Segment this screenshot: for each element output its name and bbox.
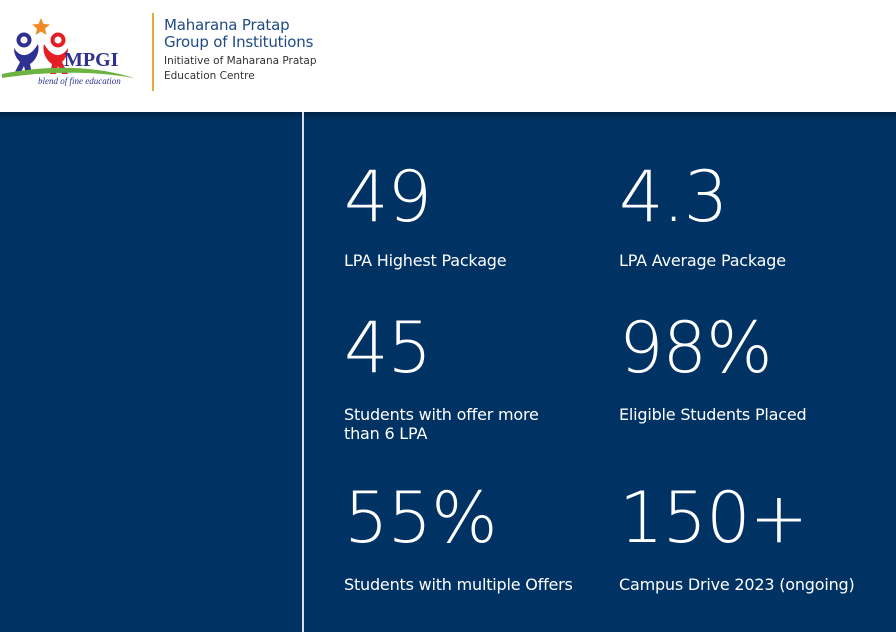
- placement-stats-section: 49 LPA Highest Package 4.3 LPA Average P…: [0, 112, 896, 632]
- vertical-divider: [302, 112, 304, 632]
- stat-label: Students with offer more than 6 LPA: [344, 405, 539, 443]
- stat-multiple-offers: 55% Students with multiple Offers: [344, 483, 573, 594]
- site-header: MPGI blend of fine education Maharana Pr…: [0, 0, 896, 112]
- brand-subtitle-line1: Initiative of Maharana Pratap: [164, 55, 317, 67]
- stat-label: Eligible Students Placed: [619, 405, 807, 424]
- stat-average-package: 4.3 LPA Average Package: [619, 162, 786, 270]
- brand-title-line1: Maharana Pratap: [164, 16, 290, 34]
- stat-campus-drives: 150+ Campus Drive 2023 (ongoing): [619, 483, 855, 594]
- stat-offers-above-6lpa: 45 Students with offer more than 6 LPA: [344, 313, 569, 443]
- stat-highest-package: 49 LPA Highest Package: [344, 156, 507, 270]
- stat-value: 98%: [619, 307, 773, 389]
- left-panel: [0, 112, 303, 632]
- svg-text:blend of fine education: blend of fine education: [38, 76, 121, 86]
- brand-subtitle-line2: Education Centre: [164, 70, 255, 82]
- stat-eligible-placed: 98% Eligible Students Placed: [619, 313, 869, 424]
- stat-value: 49: [344, 156, 432, 238]
- stat-label: LPA Average Package: [619, 251, 786, 270]
- stat-value: 150+: [619, 477, 808, 559]
- stat-value: 55%: [344, 477, 498, 559]
- brand-block: Maharana Pratap Group of Institutions In…: [164, 17, 317, 84]
- stat-value: 45: [344, 307, 432, 389]
- stat-label: Campus Drive 2023 (ongoing): [619, 575, 855, 594]
- brand-title-line2: Group of Institutions: [164, 33, 314, 51]
- header-divider: [152, 13, 154, 91]
- stat-label: LPA Highest Package: [344, 251, 507, 270]
- stat-label: Students with multiple Offers: [344, 575, 573, 594]
- mpgi-logo[interactable]: MPGI blend of fine education: [0, 14, 140, 90]
- stat-value: 4.3: [619, 156, 728, 238]
- svg-text:MPGI: MPGI: [64, 49, 119, 71]
- mpgi-logo-icon: MPGI blend of fine education: [2, 18, 134, 86]
